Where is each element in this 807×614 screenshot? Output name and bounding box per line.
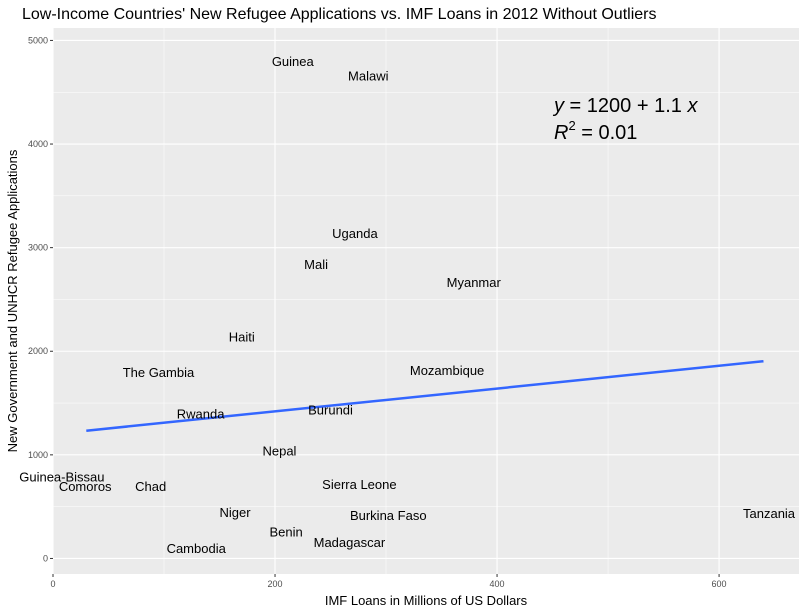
y-axis-title: New Government and UNHCR Refugee Applica… [5, 149, 20, 452]
equation-y: y [552, 95, 565, 117]
x-axis-title: IMF Loans in Millions of US Dollars [325, 593, 528, 608]
point-label-myanmar: Myanmar [447, 275, 502, 290]
r2-value: = 0.01 [576, 122, 638, 144]
point-label-guinea-bissau: Guinea-Bissau [19, 470, 104, 485]
point-label-madagascar: Madagascar [314, 535, 386, 550]
chart-title: Low-Income Countries' New Refugee Applic… [22, 6, 656, 23]
equation-x: x [686, 95, 698, 117]
plot-panel [53, 28, 799, 574]
r-squared-text: R2 = 0.01 [554, 118, 637, 144]
equation-body: = 1200 + 1.1 [564, 95, 687, 117]
point-label-mali: Mali [304, 257, 328, 272]
point-label-burundi: Burundi [308, 402, 353, 417]
point-label-comoros: Comoros [59, 479, 112, 494]
y-tick-label: 1000 [28, 450, 48, 460]
point-label-nepal: Nepal [262, 444, 296, 459]
point-label-rwanda: Rwanda [177, 406, 225, 421]
point-label-benin: Benin [270, 525, 303, 540]
point-label-mozambique: Mozambique [410, 363, 484, 378]
y-tick-label: 4000 [28, 139, 48, 149]
point-label-sierra-leone: Sierra Leone [322, 477, 396, 492]
regression-line [86, 359, 764, 432]
equation-text: y = 1200 + 1.1 x [552, 95, 698, 117]
point-label-malawi: Malawi [348, 69, 389, 84]
point-label-uganda: Uganda [332, 226, 378, 241]
point-labels: Guinea Malawi Uganda Mali Myanmar Haiti The Ga… [19, 54, 796, 556]
r2-exponent: 2 [568, 118, 575, 133]
y-tick-label: 3000 [28, 243, 48, 253]
y-tick-label: 5000 [28, 35, 48, 45]
point-label-the-gambia: The Gambia [123, 365, 195, 380]
grid-lines [52, 28, 799, 574]
point-label-chad: Chad [135, 479, 166, 494]
point-label-tanzania: Tanzania [743, 506, 796, 521]
point-label-burkina-faso: Burkina Faso [350, 508, 427, 523]
x-tick-label: 400 [490, 579, 505, 589]
point-label-cambodia: Cambodia [167, 541, 227, 556]
regression-annotation: y = 1200 + 1.1 x R2 = 0.01 [552, 95, 698, 144]
y-tick-label: 0 [43, 553, 48, 563]
y-tick-label: 2000 [28, 346, 48, 356]
point-label-haiti: Haiti [229, 330, 255, 345]
x-tick-label: 0 [50, 579, 55, 589]
x-tick-label: 600 [712, 579, 727, 589]
fit-line-layer [86, 359, 764, 432]
point-label-guinea: Guinea [272, 54, 315, 69]
r2-symbol: R [554, 122, 568, 144]
point-label-niger: Niger [220, 505, 252, 520]
x-tick-label: 200 [268, 579, 283, 589]
axis-ticks: 0 200 400 600 0 1000 2000 3000 4000 5000 [28, 35, 727, 589]
